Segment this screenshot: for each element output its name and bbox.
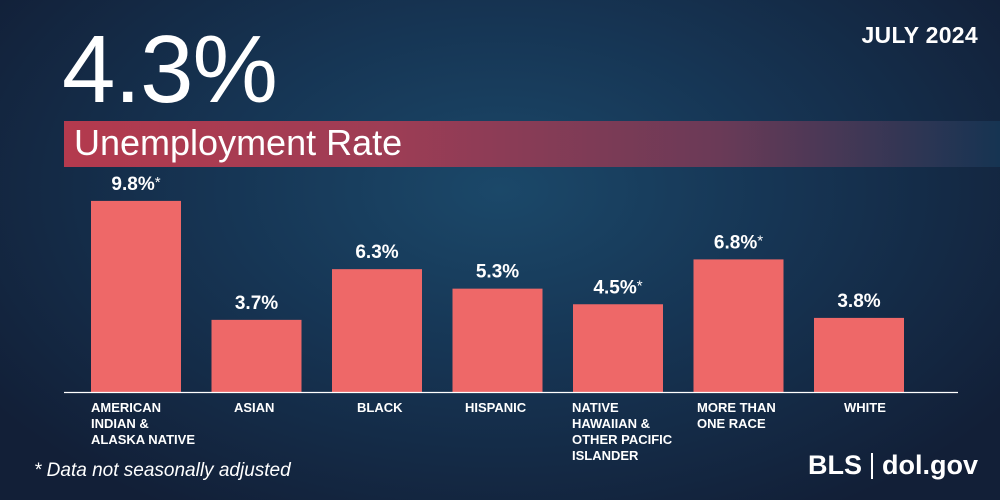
- brand-divider: [871, 452, 873, 479]
- category-label: ASIAN: [234, 400, 274, 415]
- bar-5: [693, 259, 784, 392]
- category-label: WHITE: [844, 400, 886, 415]
- bar-6: [814, 317, 904, 392]
- period-label: JULY 2024: [861, 22, 978, 48]
- bar-value-label: 9.8%*: [111, 174, 160, 195]
- brand-bls: BLS: [808, 450, 862, 480]
- bar-value-label: 3.7%: [235, 293, 278, 314]
- subtitle-band: [64, 121, 1000, 167]
- category-label: AMERICAN INDIAN & ALASKA NATIVE: [91, 400, 195, 447]
- brand-site: dol.gov: [882, 450, 978, 480]
- bar-2: [332, 269, 422, 392]
- category-label: BLACK: [357, 400, 403, 415]
- category-label: MORE THAN ONE RACE: [697, 400, 776, 431]
- category-label: HISPANIC: [465, 400, 527, 415]
- bar-value-label: 4.5%*: [593, 277, 642, 298]
- bar-0: [91, 200, 181, 392]
- footnote: * Data not seasonally adjusted: [34, 460, 291, 481]
- bar-value-label: 5.3%: [476, 262, 519, 283]
- bar-3: [452, 288, 543, 392]
- bar-value-label: 6.8%*: [714, 232, 763, 253]
- bar-1: [211, 319, 302, 392]
- headline-rate: 4.3%: [62, 16, 278, 123]
- brand-logo: BLS dol.gov: [808, 450, 978, 481]
- bar-4: [573, 304, 663, 392]
- bar-value-label: 3.8%: [837, 291, 880, 312]
- chart-subtitle: Unemployment Rate: [74, 122, 403, 163]
- category-label: NATIVE HAWAIIAN & OTHER PACIFIC ISLANDER: [572, 400, 673, 463]
- bar-value-label: 6.3%: [355, 242, 398, 263]
